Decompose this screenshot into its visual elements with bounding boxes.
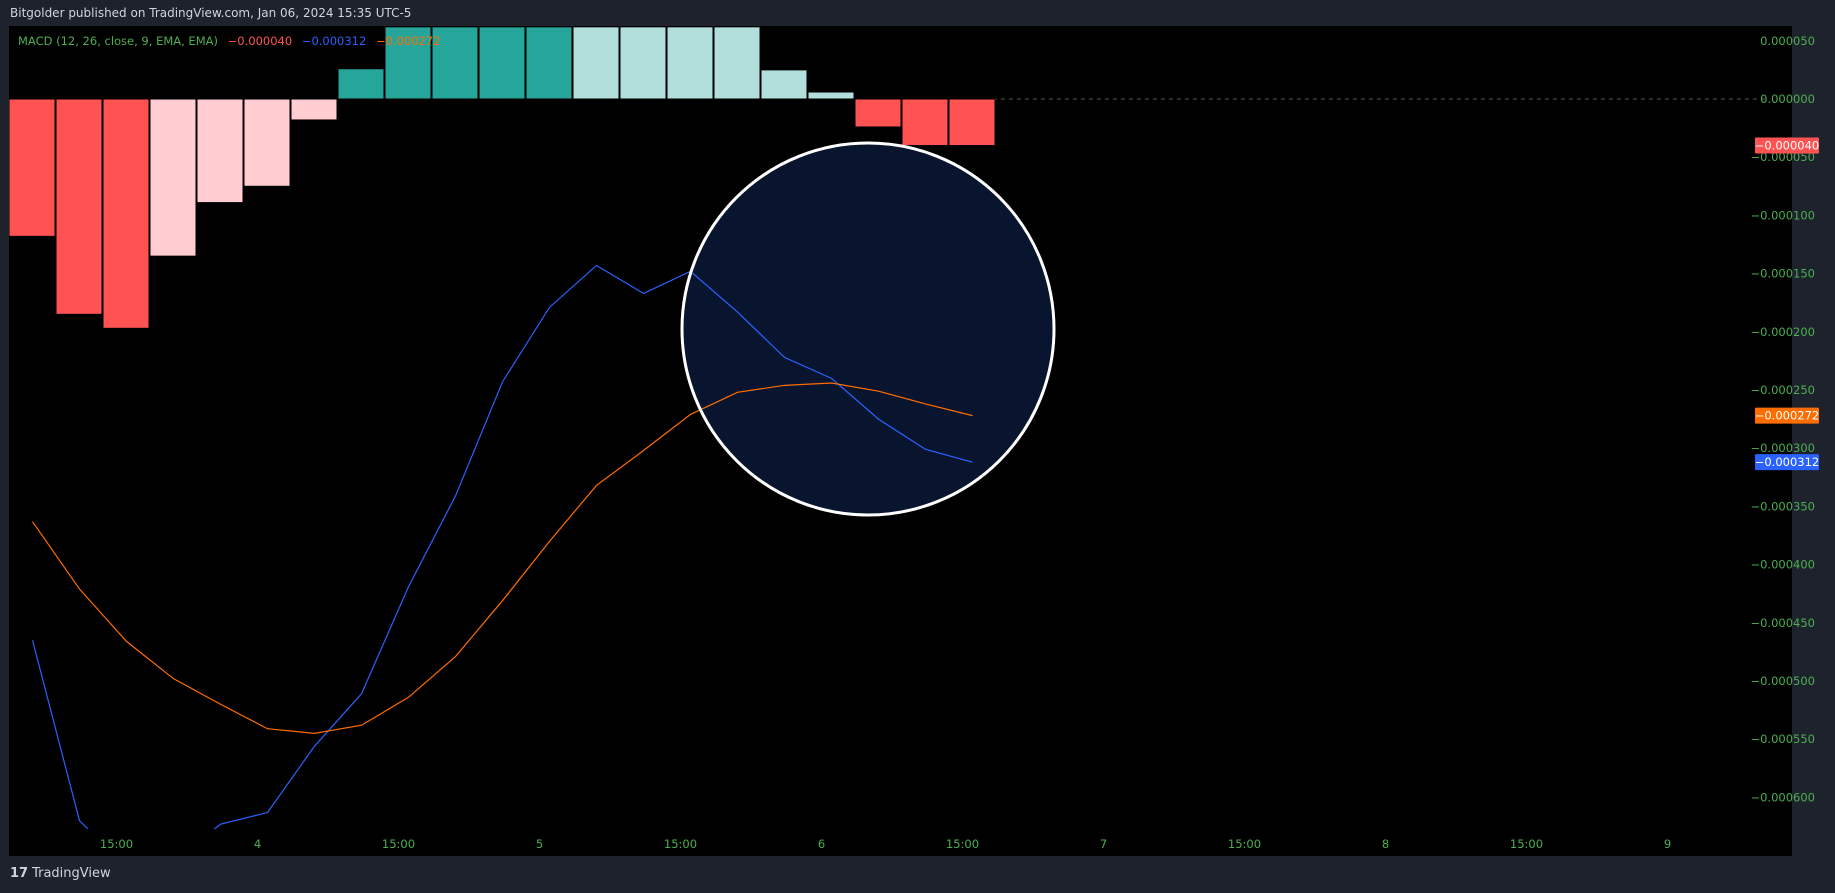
x-tick-label: 15:00 — [946, 837, 979, 851]
tradingview-logo-icon: 17 — [10, 866, 29, 881]
price-tag-label: −0.000312 — [1755, 455, 1820, 469]
signal-line-highlight — [684, 382, 973, 513]
histogram-bar — [760, 69, 808, 100]
histogram-bar — [901, 98, 949, 147]
histogram-bar — [290, 98, 338, 121]
y-tick-label: 0.000000 — [1760, 92, 1815, 106]
histogram-bar — [431, 26, 479, 100]
x-tick-label: 15:00 — [100, 837, 133, 851]
y-tick-label: −0.000050 — [1750, 150, 1815, 164]
price-tag-label: −0.000040 — [1755, 139, 1820, 153]
histogram-bar — [854, 98, 902, 128]
x-tick-label: 15:00 — [1510, 837, 1543, 851]
price-tag-bg — [1755, 407, 1819, 424]
y-tick-label: −0.000200 — [1750, 325, 1815, 339]
footer-brand-text: TradingView — [32, 866, 111, 881]
plot-area — [9, 26, 1769, 829]
histogram-bar — [102, 98, 150, 329]
x-tick-label: 9 — [1664, 837, 1671, 851]
x-tick-label: 7 — [1100, 837, 1107, 851]
y-tick-label: −0.000600 — [1750, 790, 1815, 804]
histogram-bar — [196, 98, 244, 204]
x-tick-label: 6 — [818, 837, 825, 851]
histogram-bar — [149, 98, 197, 257]
x-tick-label: 4 — [254, 837, 261, 851]
macd-line-highlight — [684, 264, 973, 513]
footer-brand[interactable]: 17 TradingView — [10, 866, 111, 881]
price-tag-bg — [1755, 454, 1819, 471]
x-tick-label: 15:00 — [664, 837, 697, 851]
price-tag-bg — [1755, 137, 1819, 154]
histogram-bar — [9, 98, 56, 237]
histogram-bar — [243, 98, 291, 187]
y-tick-label: −0.000300 — [1750, 441, 1815, 455]
y-tick-label: −0.000400 — [1750, 558, 1815, 572]
histogram-bar — [572, 26, 620, 100]
x-tick-label: 15:00 — [1228, 837, 1261, 851]
histogram-bar — [384, 26, 432, 100]
y-tick-label: −0.000150 — [1750, 267, 1815, 281]
histogram-bar — [337, 68, 385, 100]
histogram-bar — [666, 26, 714, 100]
legend-macd-value: −0.000312 — [301, 34, 367, 48]
histogram-bar — [948, 98, 996, 147]
histogram-bar — [619, 26, 667, 100]
y-tick-label: 0.000050 — [1760, 34, 1815, 48]
histogram-bar — [807, 91, 855, 100]
y-tick-label: −0.000550 — [1750, 732, 1815, 746]
histogram-bar — [525, 26, 573, 100]
y-tick-label: −0.000500 — [1750, 674, 1815, 688]
highlight-circle — [680, 141, 1056, 517]
y-tick-label: −0.000450 — [1750, 616, 1815, 630]
y-tick-label: −0.000250 — [1750, 383, 1815, 397]
y-tick-label: −0.000100 — [1750, 208, 1815, 222]
legend-histogram-value: −0.000040 — [227, 34, 293, 48]
indicator-legend[interactable]: MACD (12, 26, close, 9, EMA, EMA) −0.000… — [18, 34, 447, 48]
legend-signal-value: −0.000272 — [375, 34, 441, 48]
x-tick-label: 15:00 — [382, 837, 415, 851]
legend-indicator-name: MACD (12, 26, close, 9, EMA, EMA) — [18, 34, 218, 48]
histogram-bar — [55, 98, 103, 315]
price-tag-label: −0.000272 — [1755, 409, 1820, 423]
y-tick-label: −0.000350 — [1750, 499, 1815, 513]
histogram-bar — [478, 26, 526, 100]
publish-header: Bitgolder published on TradingView.com, … — [10, 6, 412, 20]
histogram-bar — [713, 26, 761, 100]
x-tick-label: 5 — [536, 837, 543, 851]
x-tick-label: 8 — [1382, 837, 1389, 851]
